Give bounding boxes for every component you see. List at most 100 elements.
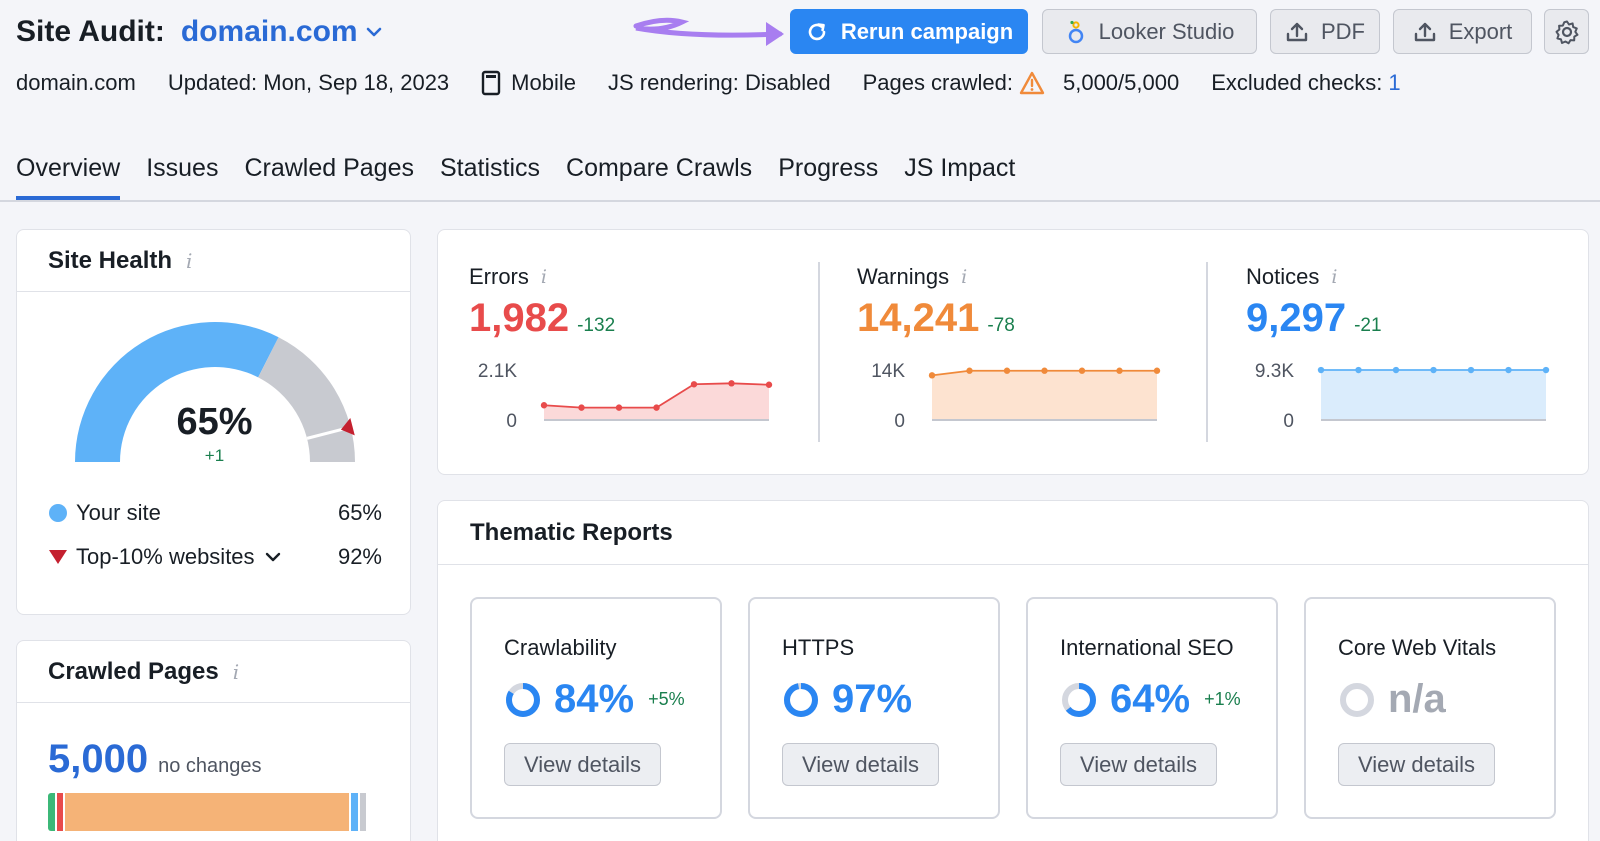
progress-ring-icon — [506, 682, 540, 717]
sparkline-point — [1003, 367, 1011, 374]
domain-selector[interactable]: domain.com — [181, 15, 382, 49]
column-divider — [1206, 262, 1208, 442]
info-icon[interactable]: i — [961, 266, 968, 288]
report-score: 84% +5% — [504, 677, 685, 722]
upload-icon — [1413, 20, 1437, 44]
pdf-button[interactable]: PDF — [1270, 9, 1380, 54]
gauge-site-arc — [75, 322, 279, 462]
sparkline-point — [615, 404, 623, 411]
report-name: Core Web Vitals — [1338, 635, 1497, 660]
notices-sparkline: 9.3K 0 — [1255, 361, 1550, 432]
sparkline-point — [1505, 366, 1512, 374]
page-header: Site Audit: domain.com — [16, 12, 382, 52]
meta-updated: Updated: Mon, Sep 18, 2023 — [167, 70, 450, 95]
report-score: 64% +1% — [1060, 677, 1241, 722]
tab-statistics[interactable]: Statistics — [439, 154, 541, 182]
info-icon[interactable]: i — [232, 659, 240, 684]
view-details-button[interactable]: View details — [1060, 743, 1217, 786]
info-icon[interactable]: i — [540, 266, 547, 288]
sparkline-point — [1116, 367, 1123, 374]
crawled-bar-segment[interactable] — [360, 793, 369, 831]
report-percent: 64% — [1110, 677, 1191, 721]
thematic-reports-title: Thematic Reports — [470, 518, 673, 546]
crawled-bar-segment[interactable] — [56, 793, 65, 831]
report-name: HTTPS — [782, 635, 855, 660]
excluded-checks-label: Excluded checks: — [1211, 70, 1383, 95]
legend-your-site: Your site 65% — [48, 500, 382, 526]
info-icon[interactable]: i — [1331, 266, 1338, 288]
crawled-pages-bar[interactable] — [48, 793, 381, 831]
meta-pages-crawled: Pages crawled: 5,000/5,000 — [863, 70, 1180, 96]
y-max-tick-label: 9.3K — [1255, 361, 1294, 382]
notices-label-row: Notices i — [1246, 264, 1337, 290]
gear-icon — [1554, 19, 1580, 45]
warnings-column: Warnings i 14,241 -78 14K 0 — [857, 230, 1187, 476]
report-percent: 84% — [554, 677, 635, 721]
errors-column: Errors i 1,982 -132 2.1K 0 — [469, 230, 799, 476]
site-health-header: Site Health i — [17, 230, 410, 292]
top10-marker-icon — [340, 417, 355, 436]
report-core-web-vitals: Core Web Vitals n/a View details — [1304, 597, 1556, 819]
progress-ring-icon — [784, 682, 818, 717]
notices-value-row: 9,297 -21 — [1246, 296, 1382, 341]
excluded-checks-link[interactable]: 1 — [1388, 70, 1401, 95]
progress-ring-icon — [1340, 682, 1374, 717]
notices-column: Notices i 9,297 -21 9.3K 0 — [1246, 230, 1576, 476]
sparkline-point — [1467, 366, 1475, 374]
thematic-reports-header: Thematic Reports — [438, 501, 1588, 565]
y-max-tick-label: 2.1K — [478, 361, 517, 382]
view-details-button[interactable]: View details — [1338, 743, 1495, 786]
sparkline-point — [1317, 366, 1325, 374]
crawled-bar-segment[interactable] — [351, 793, 361, 831]
annotation-arrow-icon — [633, 17, 784, 46]
ring-progress — [784, 682, 818, 717]
your-site-dot-icon — [49, 504, 67, 522]
tab-progress[interactable]: Progress — [778, 154, 879, 182]
ring-track — [1340, 682, 1374, 717]
progress-ring-icon — [1062, 682, 1096, 717]
legend-top10: Top-10% websites 92% — [48, 544, 382, 570]
errors-label: Errors — [469, 264, 529, 289]
sparkline-point — [1355, 366, 1362, 374]
sparkline-point — [1153, 367, 1161, 374]
chevron-down-icon[interactable] — [265, 552, 289, 562]
warnings-delta: -78 — [987, 315, 1015, 336]
errors-count[interactable]: 1,982 — [469, 296, 570, 340]
refresh-icon — [805, 20, 829, 44]
crawled-bar-segment[interactable] — [48, 793, 57, 831]
settings-button[interactable] — [1544, 9, 1589, 54]
meta-domain: domain.com — [16, 70, 136, 95]
looker-studio-button[interactable]: Looker Studio — [1042, 9, 1257, 54]
tab-compare-crawls[interactable]: Compare Crawls — [566, 154, 753, 182]
triangle-down-icon — [49, 550, 67, 564]
rerun-campaign-label: Rerun campaign — [840, 18, 1014, 44]
sparkline-point — [653, 404, 660, 411]
sparkline-area — [932, 370, 1157, 420]
meta-js-rendering: JS rendering: Disabled — [607, 70, 831, 95]
rerun-campaign-button[interactable]: Rerun campaign — [790, 9, 1028, 54]
view-details-button[interactable]: View details — [782, 743, 939, 786]
sparkline-point — [578, 404, 585, 411]
tab-overview[interactable]: Overview — [16, 148, 121, 200]
notices-label: Notices — [1246, 264, 1320, 289]
thematic-reports-card: Thematic Reports Crawlability 84% +5% Vi… — [437, 500, 1589, 841]
site-health-delta: +1 — [204, 446, 225, 465]
site-health-gauge — [75, 322, 355, 462]
view-details-button[interactable]: View details — [504, 743, 661, 786]
chevron-down-icon — [366, 27, 381, 37]
pages-crawled-value: 5,000/5,000 — [1062, 70, 1180, 95]
report-score: n/a — [1338, 677, 1460, 722]
warnings-count[interactable]: 14,241 — [857, 296, 980, 340]
crawled-bar-segment[interactable] — [64, 793, 352, 831]
crawled-pages-count[interactable]: 5,000 — [48, 737, 149, 781]
tab-issues[interactable]: Issues — [146, 154, 219, 182]
issues-summary-card: Errors i 1,982 -132 2.1K 0 Warnings i 14,… — [437, 229, 1589, 475]
notices-count[interactable]: 9,297 — [1246, 296, 1347, 340]
export-label: Export — [1448, 18, 1513, 44]
your-site-label: Your site — [76, 500, 161, 525]
export-button[interactable]: Export — [1393, 9, 1532, 54]
tab-crawled-pages[interactable]: Crawled Pages — [244, 154, 414, 182]
tab-js-impact[interactable]: JS Impact — [904, 154, 1016, 182]
mobile-device-icon — [481, 70, 501, 96]
info-icon[interactable]: i — [186, 248, 193, 273]
